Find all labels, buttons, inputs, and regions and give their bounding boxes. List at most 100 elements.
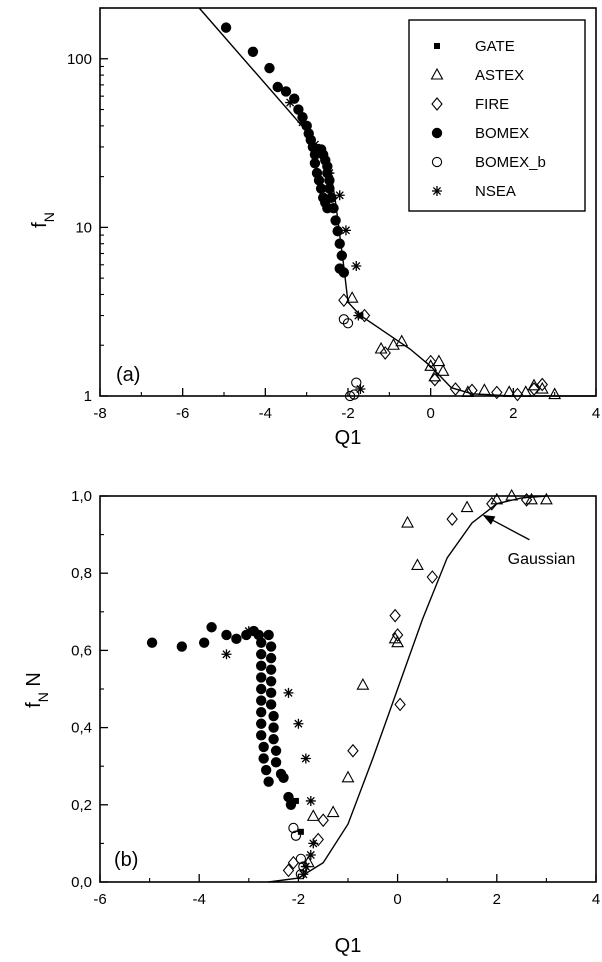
marker-astex: [539, 492, 553, 505]
legend-label-bomex: BOMEX: [475, 125, 529, 142]
marker-bomex: [247, 46, 259, 57]
legend-marker-bomex: [431, 127, 443, 139]
marker-astex: [477, 383, 491, 395]
marker-gate: [297, 828, 304, 835]
x-tick-label: 4: [592, 405, 600, 422]
marker-nsea: [285, 97, 296, 108]
panel-a-ylabel-main: f: [29, 222, 51, 228]
panel-a-ylabel: fN: [29, 212, 57, 228]
marker-bomex: [315, 183, 327, 194]
marker-bomex: [278, 772, 289, 783]
marker-bomex-b: [344, 390, 356, 402]
marker-astex: [548, 387, 562, 400]
marker-bomex: [293, 104, 304, 115]
marker-bomex: [324, 175, 335, 186]
panel-a-label: (a): [116, 364, 140, 386]
marker-fire: [429, 372, 441, 387]
marker-bomex-b: [351, 377, 362, 388]
marker-fire: [391, 628, 404, 642]
y-tick-label: 10: [75, 219, 92, 236]
marker-nsea: [324, 168, 335, 179]
panel-b-ylabel-main: f: [23, 702, 45, 708]
marker-nsea: [298, 869, 309, 880]
marker-bomex: [198, 637, 210, 648]
marker-astex: [460, 500, 474, 513]
y-tick-label: 1: [84, 388, 92, 405]
legend-marker-bomex-b: [431, 156, 443, 168]
y-tick-label: 100: [67, 51, 92, 68]
marker-fire: [312, 832, 324, 847]
marker-bomex: [309, 158, 321, 169]
marker-bomex: [256, 718, 267, 729]
marker-bomex: [256, 706, 267, 718]
marker-nsea: [300, 861, 311, 872]
marker-astex: [395, 334, 409, 347]
marker-bomex: [334, 238, 345, 249]
panel-b-label: (b): [114, 849, 138, 871]
marker-bomex: [338, 267, 350, 278]
marker-astex: [527, 378, 541, 391]
panel-b-ylabel-suffix: N: [23, 672, 45, 692]
marker-bomex: [260, 764, 272, 776]
marker-bomex: [313, 175, 325, 186]
marker-bomex-b: [349, 389, 360, 400]
marker-bomex: [265, 687, 277, 699]
marker-bomex: [256, 660, 267, 672]
marker-astex: [461, 385, 475, 397]
marker-bomex: [258, 753, 269, 764]
marker-astex: [306, 809, 320, 821]
marker-bomex: [206, 622, 217, 633]
marker-bomex: [330, 215, 341, 226]
x-tick-label: 0: [393, 891, 401, 908]
panel-b-ylabel: fN N: [23, 672, 51, 708]
marker-nsea: [351, 261, 362, 272]
marker-nsea: [309, 139, 320, 150]
marker-bomex: [263, 776, 274, 787]
panel-a-ylabel-sub: N: [41, 212, 57, 222]
marker-bomex: [221, 629, 232, 641]
x-tick-label: 4: [592, 891, 600, 908]
marker-bomex: [256, 695, 267, 706]
y-tick-label: 0,6: [71, 642, 92, 659]
marker-astex: [345, 291, 359, 303]
panel-a-markers: [220, 22, 562, 402]
marker-astex: [341, 770, 355, 783]
marker-astex: [387, 338, 400, 350]
legend-label-bomex-b: BOMEX_b: [475, 154, 546, 171]
marker-astex: [432, 354, 446, 367]
marker-fire: [338, 293, 350, 308]
marker-fire: [282, 863, 295, 878]
marker-astex: [519, 385, 533, 397]
marker-nsea: [308, 838, 319, 849]
marker-nsea: [221, 649, 232, 660]
panel-b-fit-line: [268, 495, 547, 883]
marker-fire: [347, 743, 359, 758]
marker-fire: [528, 382, 540, 396]
marker-bomex: [328, 202, 339, 214]
marker-bomex: [265, 699, 277, 710]
marker-nsea: [355, 384, 366, 395]
marker-astex: [411, 558, 424, 571]
panel-b-ticks: [99, 495, 597, 883]
marker-fire: [486, 496, 498, 511]
marker-fire: [426, 570, 439, 584]
x-tick-label: -6: [93, 891, 106, 908]
marker-bomex: [268, 710, 279, 722]
panel-a: -8 -6 -4 -2 0 2 4 1 10 100 Q1 fN (a) GATE ASTEX FIR…: [29, 7, 600, 449]
panel-b-xlabel: Q1: [335, 935, 362, 957]
marker-bomex: [285, 799, 297, 810]
marker-fire: [449, 382, 462, 396]
marker-bomex: [258, 741, 269, 753]
legend-marker-astex: [430, 67, 444, 80]
legend-label-nsea: NSEA: [475, 183, 516, 200]
marker-bomex: [265, 676, 277, 687]
marker-bomex: [280, 86, 292, 97]
marker-bomex: [326, 192, 337, 203]
marker-bomex: [146, 637, 158, 648]
marker-bomex: [264, 62, 275, 74]
marker-fire: [511, 387, 524, 402]
legend-marker-gate: [434, 43, 440, 49]
marker-astex: [356, 677, 370, 690]
marker-astex: [401, 515, 414, 528]
